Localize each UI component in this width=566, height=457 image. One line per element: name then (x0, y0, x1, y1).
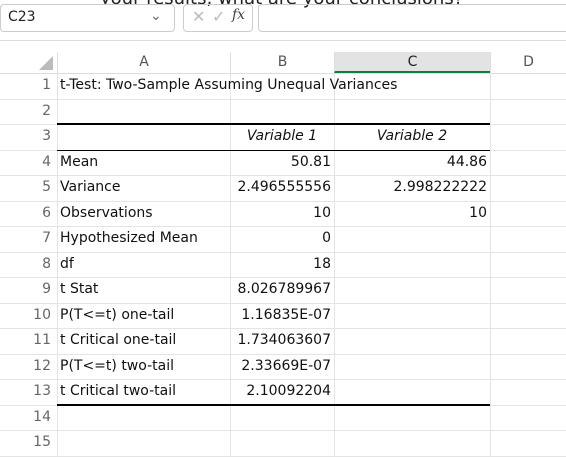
row-line (0, 379, 566, 380)
column-header[interactable]: C (334, 52, 490, 73)
row-header[interactable]: 15 (33, 434, 51, 450)
row-line (0, 251, 566, 253)
separator (0, 40, 566, 41)
cell[interactable]: 0 (322, 230, 331, 246)
cell[interactable]: Observations (60, 204, 153, 221)
row-line (0, 455, 566, 457)
row-header[interactable]: 14 (33, 408, 51, 425)
column-header[interactable]: B (230, 52, 334, 73)
cell[interactable]: 18 (313, 255, 331, 272)
cell[interactable]: t-Test: Two-Sample Assuming Unequal Vari… (60, 77, 398, 93)
cell[interactable]: 50.81 (290, 153, 331, 170)
row-header[interactable]: 6 (42, 204, 51, 221)
formula-buttons (183, 4, 253, 32)
column-header[interactable]: A (57, 52, 230, 73)
cell[interactable]: Variance (60, 179, 121, 195)
fx-icon[interactable]: fx (232, 7, 246, 23)
cell[interactable]: 10 (469, 204, 487, 221)
cell[interactable]: t Critical two-tail (60, 383, 177, 399)
col-line (334, 73, 335, 456)
cell-ref: C23 (8, 9, 36, 25)
row-line (0, 430, 566, 431)
row-line (0, 200, 566, 202)
row-line (0, 328, 566, 329)
row-line (0, 353, 566, 355)
row-header[interactable]: 4 (42, 153, 51, 170)
col-line (57, 73, 58, 456)
cell[interactable]: 44.86 (446, 153, 487, 170)
cell[interactable]: P(T<=t) two-tail (60, 357, 174, 374)
row-header[interactable]: 10 (33, 306, 51, 323)
enter-icon[interactable]: ✓ (212, 7, 226, 26)
cell[interactable]: 2.998222222 (393, 179, 487, 195)
dropdown-icon[interactable]: ⌄ (150, 8, 162, 24)
cell[interactable]: Variable 2 (376, 128, 448, 144)
cell[interactable]: 10 (313, 204, 331, 221)
table-border-top (57, 123, 490, 125)
name-box[interactable] (0, 4, 175, 32)
cell[interactable]: 2.496555556 (237, 179, 331, 195)
row-header[interactable]: 12 (33, 357, 51, 374)
cell[interactable]: 1.16835E-07 (241, 306, 331, 323)
row-line (0, 302, 566, 304)
col-line (490, 73, 491, 456)
row-header[interactable]: 9 (42, 281, 51, 297)
row-header[interactable]: 7 (42, 230, 51, 246)
column-header[interactable]: D (490, 52, 566, 73)
col-line (230, 73, 231, 456)
select-all[interactable] (38, 55, 54, 71)
cell[interactable]: Hypothesized Mean (60, 230, 198, 246)
formula-input[interactable] (258, 4, 566, 32)
table-border-bottom (57, 403, 490, 406)
cell[interactable]: t Stat (60, 281, 99, 297)
cell[interactable]: P(T<=t) one-tail (60, 306, 175, 323)
cell[interactable]: 2.10092204 (246, 383, 331, 399)
row-line (0, 277, 566, 278)
row-header[interactable]: 11 (33, 332, 51, 348)
row-header[interactable]: 1 (42, 77, 51, 93)
cell[interactable]: Mean (60, 153, 99, 170)
row-line (0, 175, 566, 176)
header-line (0, 73, 566, 74)
row-line (0, 98, 566, 100)
cell[interactable]: df (60, 255, 74, 272)
row-header[interactable]: 2 (42, 102, 51, 119)
cell[interactable]: 2.33669E-07 (241, 357, 331, 374)
row-header[interactable]: 3 (42, 128, 51, 144)
cell[interactable]: t Critical one-tail (60, 332, 177, 348)
row-header[interactable]: 8 (42, 255, 51, 272)
table-border-head (57, 149, 490, 151)
row-header[interactable]: 13 (33, 383, 51, 399)
cell[interactable]: 8.026789967 (237, 281, 331, 297)
cell[interactable]: 1.734063607 (237, 332, 331, 348)
cell[interactable]: Variable 1 (246, 128, 318, 144)
row-header[interactable]: 5 (42, 179, 51, 195)
row-line (0, 226, 566, 227)
cancel-icon[interactable]: ✕ (192, 7, 206, 26)
